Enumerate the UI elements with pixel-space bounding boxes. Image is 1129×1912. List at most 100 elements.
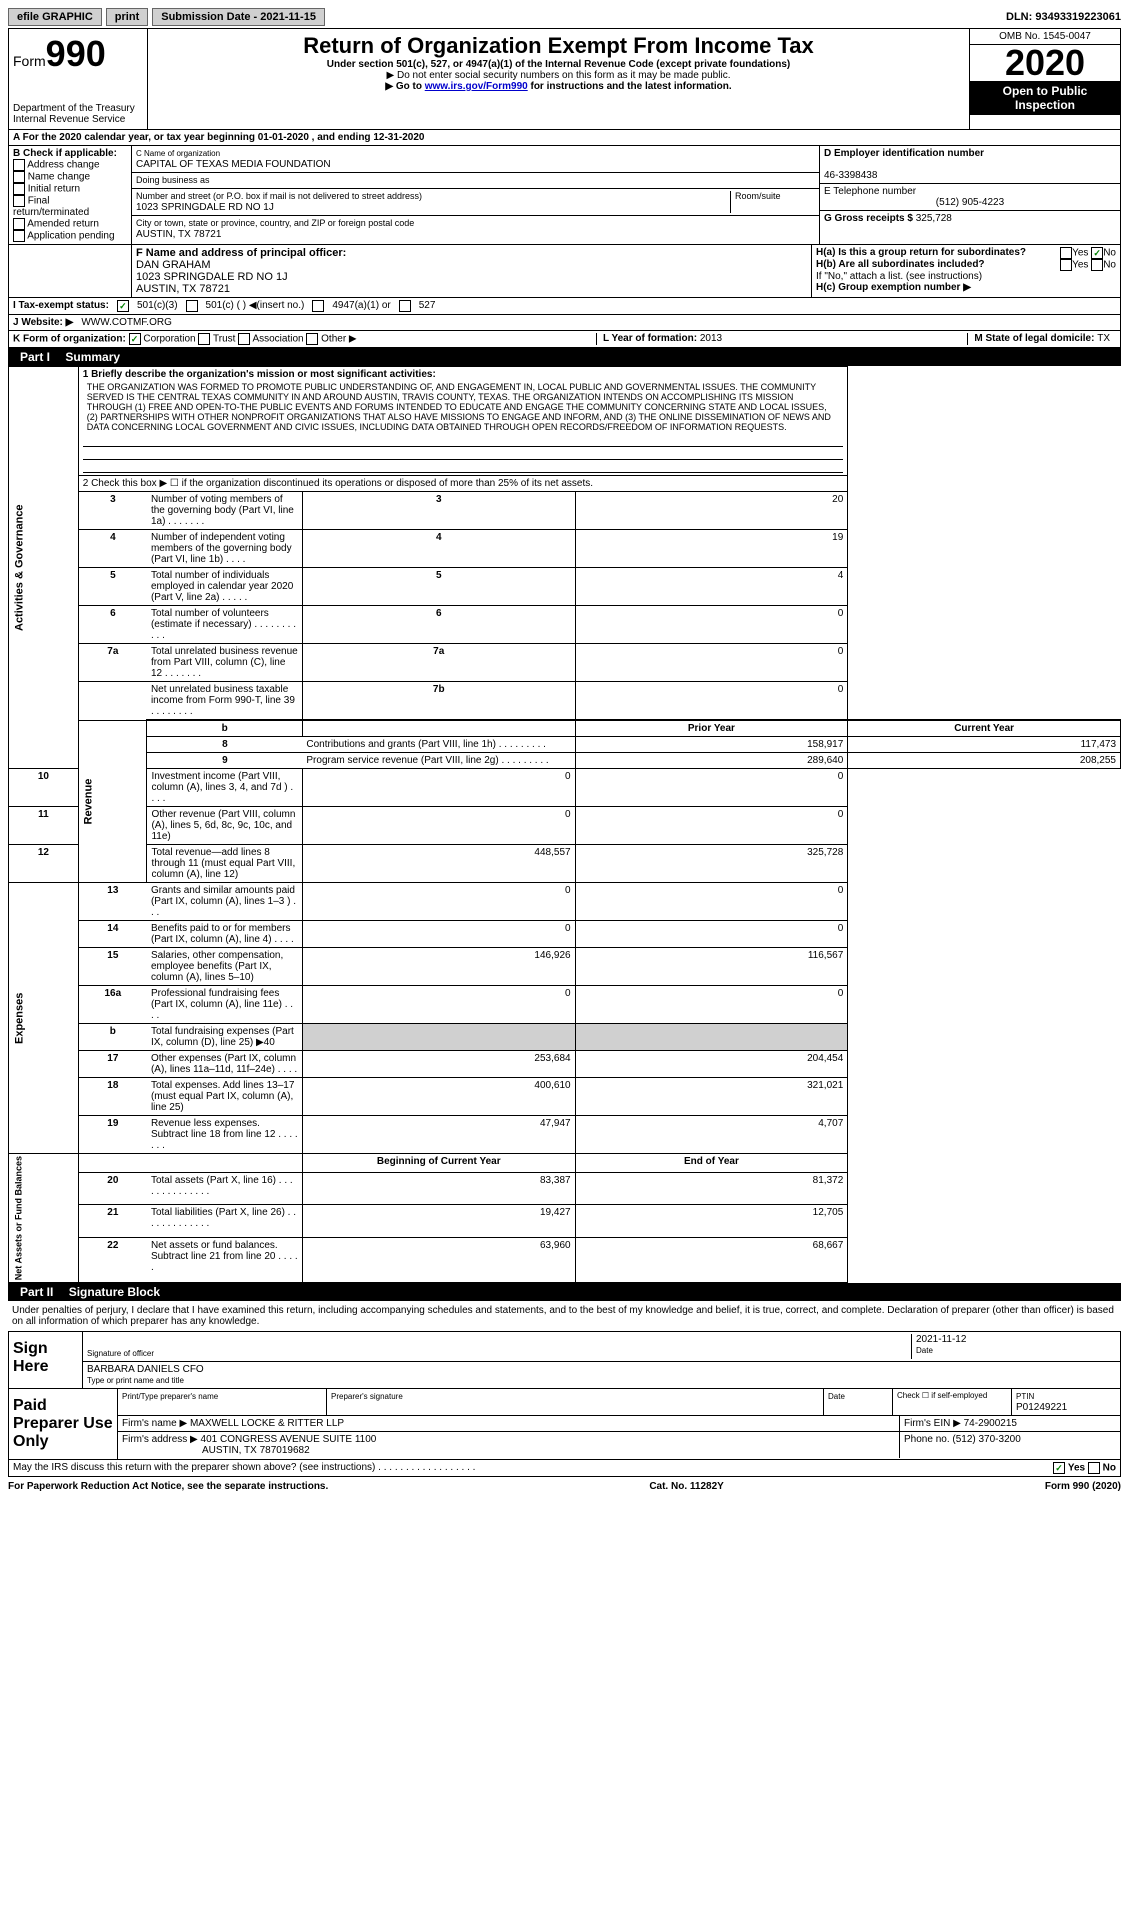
checkbox-amended-return[interactable] — [13, 218, 25, 230]
table-row: 15Salaries, other compensation, employee… — [9, 948, 1121, 986]
table-row: 21Total liabilities (Part X, line 26) . … — [9, 1205, 1121, 1237]
officer-name: DAN GRAHAM — [136, 259, 211, 271]
l-label: L Year of formation: — [603, 333, 700, 344]
checkbox-final-return[interactable] — [13, 195, 25, 207]
cb-4947[interactable] — [312, 300, 324, 312]
discuss-yes[interactable] — [1053, 1462, 1065, 1474]
sign-here-label: Sign Here — [9, 1332, 83, 1388]
table-row: 13Grants and similar amounts paid (Part … — [9, 883, 1121, 921]
inspection-label: Open to Public Inspection — [970, 81, 1120, 115]
submission-date: Submission Date - 2021-11-15 — [152, 8, 325, 26]
sig-officer-label: Signature of officer — [87, 1349, 154, 1358]
cb-assoc[interactable] — [238, 333, 250, 345]
table-row: 10Investment income (Part VIII, column (… — [9, 769, 1121, 807]
header-grid: B Check if applicable: Address change Na… — [8, 146, 1121, 245]
tax-status-label: I Tax-exempt status: — [13, 300, 109, 312]
officer-addr2: AUSTIN, TX 78721 — [136, 283, 230, 295]
department-label: Department of the Treasury Internal Reve… — [13, 103, 143, 125]
form-header: Form 990 Department of the Treasury Inte… — [8, 28, 1121, 130]
form-title: Return of Organization Exempt From Incom… — [152, 33, 965, 59]
city-value: AUSTIN, TX 78721 — [136, 229, 221, 240]
tax-status-row: I Tax-exempt status: 501(c)(3) 501(c) ( … — [8, 298, 1121, 315]
cb-527[interactable] — [399, 300, 411, 312]
officer-label: F Name and address of principal officer: — [136, 247, 346, 259]
firm-addr1: 401 CONGRESS AVENUE SUITE 1100 — [201, 1434, 377, 1445]
discuss-row: May the IRS discuss this return with the… — [8, 1460, 1121, 1477]
table-row: 19Revenue less expenses. Subtract line 1… — [9, 1116, 1121, 1154]
hb-yes[interactable] — [1060, 259, 1072, 271]
form-number: 990 — [46, 33, 106, 75]
print-button[interactable]: print — [106, 8, 148, 26]
table-row: bTotal fundraising expenses (Part IX, co… — [9, 1024, 1121, 1051]
cb-501c3[interactable] — [117, 300, 129, 312]
table-row: 17Other expenses (Part IX, column (A), l… — [9, 1051, 1121, 1078]
checkbox-application-pending[interactable] — [13, 230, 25, 242]
checkbox-initial-return[interactable] — [13, 183, 25, 195]
table-row: 6Total number of volunteers (estimate if… — [9, 606, 1121, 644]
officer-addr1: 1023 SPRINGDALE RD NO 1J — [136, 271, 288, 283]
table-row: 22Net assets or fund balances. Subtract … — [9, 1237, 1121, 1282]
checkbox-name-change[interactable] — [13, 171, 25, 183]
website-label: J Website: ▶ — [13, 317, 73, 328]
hb-no[interactable] — [1091, 259, 1103, 271]
discuss-text: May the IRS discuss this return with the… — [13, 1462, 475, 1474]
signature-block: Sign Here Signature of officer 2021-11-1… — [8, 1331, 1121, 1460]
line2: 2 Check this box ▶ ☐ if the organization… — [78, 476, 848, 492]
org-name-label: C Name of organization — [136, 149, 220, 158]
city-label: City or town, state or province, country… — [136, 218, 414, 228]
line1-label: 1 Briefly describe the organization's mi… — [83, 369, 436, 380]
ha-yes[interactable] — [1060, 247, 1072, 259]
cb-corp[interactable] — [129, 333, 141, 345]
declaration-text: Under penalties of perjury, I declare th… — [8, 1301, 1121, 1331]
gross-label: G Gross receipts $ — [824, 213, 916, 224]
expenses-label: Expenses — [9, 883, 79, 1154]
website-value: WWW.COTMF.ORG — [81, 317, 172, 328]
irs-link[interactable]: www.irs.gov/Form990 — [425, 81, 528, 92]
form-header-left: Form 990 Department of the Treasury Inte… — [9, 29, 148, 129]
cb-trust[interactable] — [198, 333, 210, 345]
table-row: 20Total assets (Part X, line 16) . . . .… — [9, 1173, 1121, 1205]
part2-header: Part II Signature Block — [8, 1283, 1121, 1301]
section-d: D Employer identification number 46-3398… — [820, 146, 1120, 244]
checkbox-address-change[interactable] — [13, 159, 25, 171]
table-row: 3Number of voting members of the governi… — [9, 492, 1121, 530]
table-row: 11Other revenue (Part VIII, column (A), … — [9, 807, 1121, 845]
efile-label: efile GRAPHIC — [8, 8, 102, 26]
section-f-h: F Name and address of principal officer:… — [8, 245, 1121, 298]
table-row: 12Total revenue—add lines 8 through 11 (… — [9, 845, 1121, 883]
table-row: 5Total number of individuals employed in… — [9, 568, 1121, 606]
sig-date: 2021-11-12 — [916, 1334, 966, 1345]
ha-label: H(a) Is this a group return for subordin… — [816, 247, 1026, 258]
ein-value: 46-3398438 — [824, 170, 877, 181]
ha-no[interactable] — [1091, 247, 1103, 259]
tel-value: (512) 905-4223 — [936, 197, 1004, 208]
org-name: CAPITAL OF TEXAS MEDIA FOUNDATION — [136, 159, 331, 170]
address-value: 1023 SPRINGDALE RD NO 1J — [136, 202, 274, 213]
room-label: Room/suite — [735, 191, 781, 201]
footer-right: Form 990 (2020) — [1045, 1481, 1121, 1492]
footer-center: Cat. No. 11282Y — [649, 1481, 723, 1492]
summary-table: Activities & Governance 1 Briefly descri… — [8, 366, 1121, 1283]
website-row: J Website: ▶ WWW.COTMF.ORG — [8, 315, 1121, 331]
tax-year: 2020 — [970, 45, 1120, 81]
table-row: 4Number of independent voting members of… — [9, 530, 1121, 568]
firm-addr2: AUSTIN, TX 787019682 — [202, 1445, 310, 1456]
table-row: Net unrelated business taxable income fr… — [9, 682, 1121, 721]
form-subtitle: Under section 501(c), 527, or 4947(a)(1)… — [152, 59, 965, 70]
table-row: 18Total expenses. Add lines 13–17 (must … — [9, 1078, 1121, 1116]
dba-label: Doing business as — [136, 175, 210, 185]
cb-501c[interactable] — [186, 300, 198, 312]
section-c: C Name of organization CAPITAL OF TEXAS … — [132, 146, 820, 244]
governance-label: Activities & Governance — [9, 367, 79, 769]
form-header-right: OMB No. 1545-0047 2020 Open to Public In… — [969, 29, 1120, 129]
form-note-link: ▶ Go to www.irs.gov/Form990 for instruct… — [152, 81, 965, 92]
line-a-tax-year: A For the 2020 calendar year, or tax yea… — [8, 130, 1121, 146]
tel-label: E Telephone number — [824, 186, 916, 197]
table-row: 14Benefits paid to or for members (Part … — [9, 921, 1121, 948]
netassets-label: Net Assets or Fund Balances — [9, 1154, 79, 1283]
section-b-label: B Check if applicable: — [13, 148, 117, 159]
dln: DLN: 93493319223061 — [1006, 11, 1121, 23]
self-employed-check: Check ☐ if self-employed — [893, 1389, 1012, 1415]
cb-other[interactable] — [306, 333, 318, 345]
discuss-no[interactable] — [1088, 1462, 1100, 1474]
